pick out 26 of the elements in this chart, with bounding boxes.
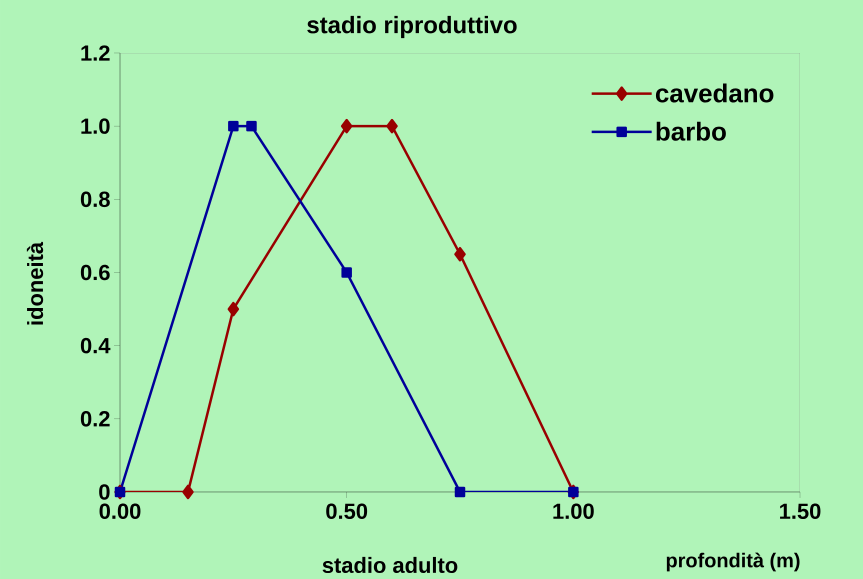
point (340, 118, 352, 134)
y-tick-label: 1.2 (81, 45, 110, 61)
y-tick-label: 0.2 (80, 411, 110, 427)
text: stadio adulto (322, 556, 458, 574)
y-tick-label: 1.0 (81, 118, 110, 134)
point (454, 246, 466, 262)
x-tick-label: 0.00 (100, 504, 140, 520)
point (228, 302, 240, 316)
point (341, 267, 352, 278)
y-tick-label: 0.4 (80, 338, 110, 354)
point (182, 484, 194, 500)
y-axis-title: idoneità (26, 242, 44, 324)
point (454, 486, 466, 498)
point (246, 120, 257, 132)
x-tick-label: 1.00 (553, 504, 594, 520)
x-axis-title: profondità (m) (666, 552, 800, 572)
point (386, 118, 398, 134)
y-tick-label: 0.8 (80, 192, 110, 208)
x-tick-label: 0.50 (326, 504, 368, 520)
legend-label: barbo (656, 122, 726, 141)
chart-title: stadio riproduttivo (307, 16, 517, 38)
legend-label: cavedano (656, 84, 774, 103)
point (228, 120, 239, 132)
x-tick-label: 1.50 (780, 504, 820, 520)
y-tick-label: 0 (99, 484, 110, 500)
y-tick-label: 0.6 (80, 264, 110, 280)
